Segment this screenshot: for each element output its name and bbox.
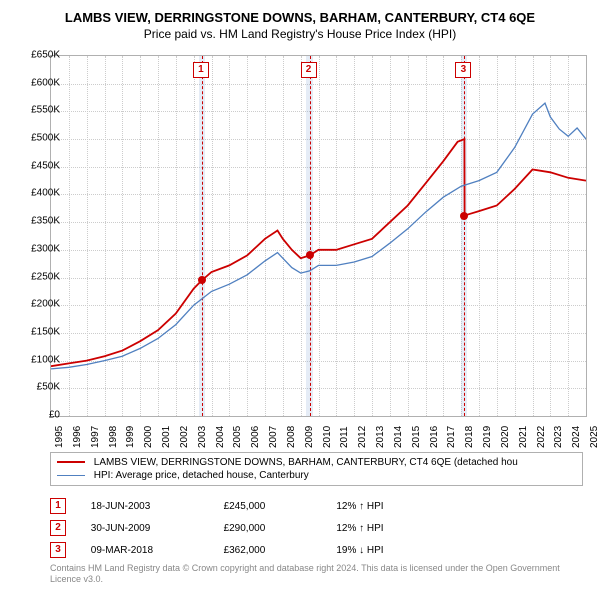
x-axis-label: 2005 — [232, 426, 243, 448]
x-axis-label: 2003 — [197, 426, 208, 448]
x-axis-label: 2013 — [375, 426, 386, 448]
detail-price-3: £362,000 — [224, 545, 334, 556]
series-line-hpi — [51, 103, 586, 369]
marker-number-box: 2 — [301, 62, 317, 78]
x-axis-label: 2015 — [411, 426, 422, 448]
x-axis-label: 2022 — [536, 426, 547, 448]
detail-date-3: 09-MAR-2018 — [69, 545, 221, 556]
legend-item-hpi: HPI: Average price, detached house, Cant… — [57, 470, 576, 481]
detail-row-3: 3 09-MAR-2018 £362,000 19% ↓ HPI — [50, 542, 583, 558]
x-axis-label: 1998 — [108, 426, 119, 448]
marker-dot — [198, 276, 206, 284]
x-axis-label: 1996 — [72, 426, 83, 448]
detail-marker-1: 1 — [50, 498, 66, 514]
detail-delta-3: 19% ↓ HPI — [336, 545, 383, 556]
x-axis-label: 2024 — [571, 426, 582, 448]
chart-subtitle: Price paid vs. HM Land Registry's House … — [0, 25, 600, 41]
detail-row-1: 1 18-JUN-2003 £245,000 12% ↑ HPI — [50, 498, 583, 514]
legend-swatch-property — [57, 461, 85, 463]
marker-number-box: 3 — [455, 62, 471, 78]
marker-dot — [306, 251, 314, 259]
marker-dot — [460, 212, 468, 220]
x-axis-label: 2020 — [500, 426, 511, 448]
footer-attribution: Contains HM Land Registry data © Crown c… — [50, 563, 583, 585]
legend-label-property: LAMBS VIEW, DERRINGSTONE DOWNS, BARHAM, … — [94, 457, 518, 468]
x-axis-label: 2021 — [518, 426, 529, 448]
x-axis-label: 2001 — [161, 426, 172, 448]
chart-title: LAMBS VIEW, DERRINGSTONE DOWNS, BARHAM, … — [0, 0, 600, 25]
legend-box: LAMBS VIEW, DERRINGSTONE DOWNS, BARHAM, … — [50, 452, 583, 486]
detail-price-1: £245,000 — [224, 501, 334, 512]
x-axis-label: 1995 — [54, 426, 65, 448]
x-axis-label: 2002 — [179, 426, 190, 448]
x-axis-label: 2010 — [322, 426, 333, 448]
legend-item-property: LAMBS VIEW, DERRINGSTONE DOWNS, BARHAM, … — [57, 457, 576, 468]
x-axis-label: 2009 — [304, 426, 315, 448]
line-plot-svg — [51, 56, 586, 416]
chart-container: LAMBS VIEW, DERRINGSTONE DOWNS, BARHAM, … — [0, 0, 600, 590]
plot-area — [50, 55, 587, 417]
detail-date-1: 18-JUN-2003 — [69, 501, 221, 512]
x-axis-label: 2017 — [446, 426, 457, 448]
x-axis-label: 2019 — [482, 426, 493, 448]
x-axis-label: 2000 — [143, 426, 154, 448]
x-axis-label: 2018 — [464, 426, 475, 448]
detail-marker-2: 2 — [50, 520, 66, 536]
x-axis-label: 1997 — [90, 426, 101, 448]
x-axis-label: 2014 — [393, 426, 404, 448]
x-axis-label: 2008 — [286, 426, 297, 448]
x-axis-label: 2025 — [589, 426, 600, 448]
x-axis-label: 2004 — [215, 426, 226, 448]
detail-price-2: £290,000 — [224, 523, 334, 534]
detail-marker-3: 3 — [50, 542, 66, 558]
x-axis-label: 2012 — [357, 426, 368, 448]
x-axis-label: 2011 — [339, 426, 350, 448]
x-axis-label: 2007 — [268, 426, 279, 448]
legend-swatch-hpi — [57, 475, 85, 476]
marker-number-box: 1 — [193, 62, 209, 78]
detail-delta-1: 12% ↑ HPI — [336, 501, 383, 512]
detail-date-2: 30-JUN-2009 — [69, 523, 221, 534]
x-axis-label: 2006 — [250, 426, 261, 448]
detail-delta-2: 12% ↑ HPI — [336, 523, 383, 534]
legend-label-hpi: HPI: Average price, detached house, Cant… — [94, 470, 309, 481]
series-line-property — [51, 139, 586, 366]
x-axis-label: 2023 — [553, 426, 564, 448]
x-axis-label: 1999 — [125, 426, 136, 448]
x-axis-label: 2016 — [429, 426, 440, 448]
detail-row-2: 2 30-JUN-2009 £290,000 12% ↑ HPI — [50, 520, 583, 536]
